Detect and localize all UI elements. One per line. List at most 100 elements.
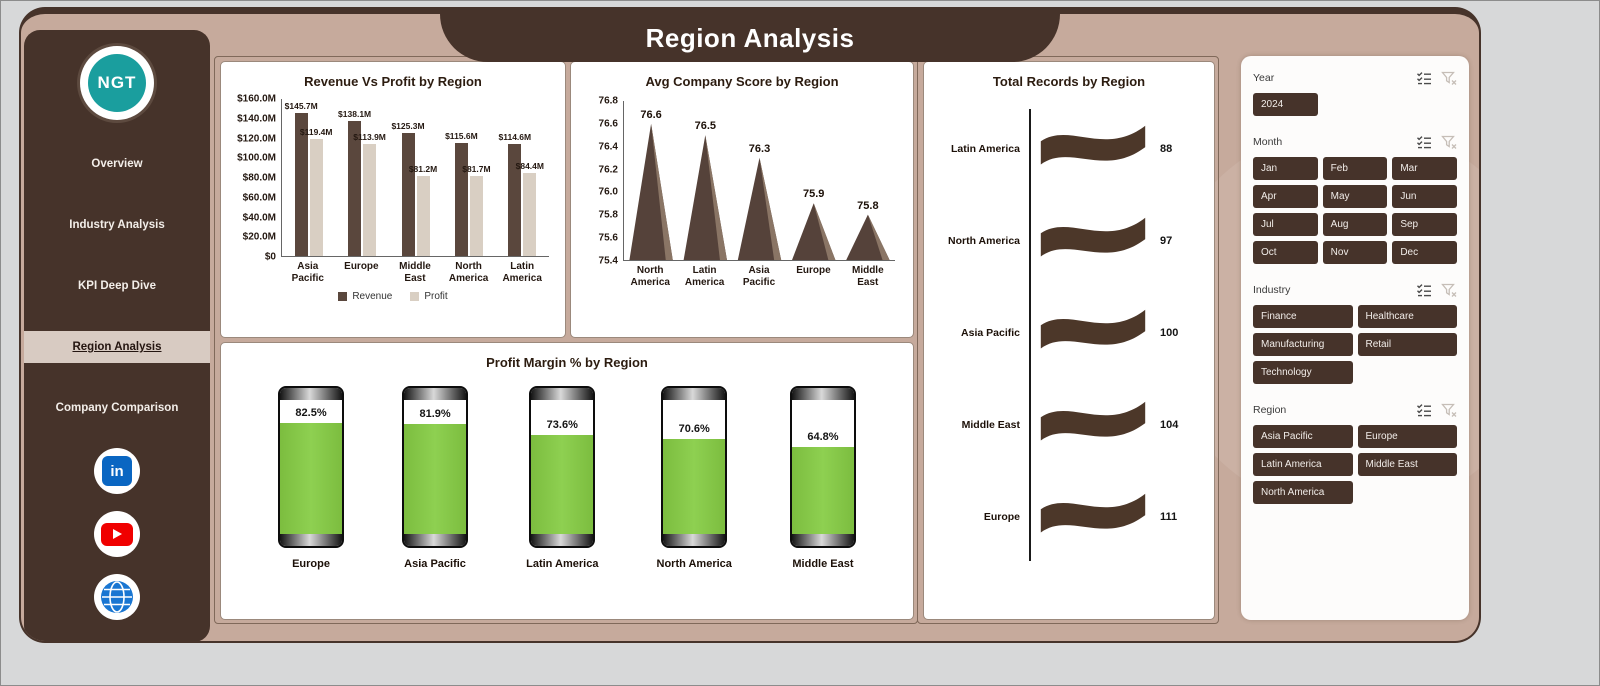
y-tick-label: 75.8: [598, 209, 618, 221]
clear-filter-icon[interactable]: [1441, 70, 1457, 86]
header-banner: Region Analysis: [440, 14, 1060, 62]
linkedin-icon: in: [102, 456, 132, 486]
battery-fill: [663, 439, 726, 534]
x-axis-label-middle-east: Middle East: [851, 265, 884, 288]
linkedin-link[interactable]: in: [94, 448, 140, 494]
battery-value-label: 82.5%: [295, 407, 327, 420]
slicer-option-retail[interactable]: Retail: [1357, 333, 1457, 356]
battery-chart: 82.5% Europe 81.9% Asia Pacific 73.6% Latin A…: [229, 386, 905, 570]
sidebar-item-region-analysis[interactable]: Region Analysis: [24, 331, 210, 363]
sidebar-item-company-comparison[interactable]: Company Comparison: [55, 402, 179, 414]
battery-category-label: Latin America: [526, 558, 599, 570]
slicer-option-dec[interactable]: Dec: [1392, 241, 1457, 264]
multi-select-icon[interactable]: [1416, 134, 1432, 150]
slicer-option-oct[interactable]: Oct: [1253, 241, 1318, 264]
slicer-options: Finance Healthcare Manufacturing Retail Tech…: [1253, 305, 1457, 384]
battery-cap-bottom: [404, 534, 467, 546]
page-title: Region Analysis: [645, 22, 855, 53]
sidebar-item-overview[interactable]: Overview: [91, 158, 143, 170]
bar-value-label: $113.9M: [353, 132, 386, 143]
bar-value-label: $115.6M: [445, 130, 478, 141]
wave-value-label: 104: [1160, 419, 1179, 431]
slicer-options: Jan Feb Mar Apr May Jun Jul Aug Sep Oct Nov Dec: [1253, 157, 1457, 264]
battery-fill: [531, 435, 594, 534]
bar-value-label: $119.4M: [299, 126, 333, 137]
clear-filter-icon[interactable]: [1441, 134, 1457, 150]
y-tick-label: 75.6: [598, 232, 618, 244]
wave-category-label: Latin America: [950, 143, 1020, 155]
multi-select-icon[interactable]: [1416, 282, 1432, 298]
battery-cap-top: [663, 388, 726, 400]
battery-gauge: 82.5%: [278, 386, 345, 548]
dashboard-surface: Region Analysis NGT Overview Industry Ana…: [19, 7, 1481, 643]
slicer-option-apr[interactable]: Apr: [1253, 185, 1318, 208]
slicer-option-technology[interactable]: Technology: [1253, 361, 1353, 384]
bar-revenue-latin-america: [508, 143, 522, 256]
battery-gauge: 81.9%: [402, 386, 469, 548]
clear-filter-icon[interactable]: [1441, 282, 1457, 298]
wave-category-label: North America: [948, 235, 1020, 247]
bar-value-label: $84.4M: [515, 161, 544, 172]
battery-category-label: North America: [656, 558, 732, 570]
slicer-option-jun[interactable]: Jun: [1392, 185, 1457, 208]
bar-revenue-middle-east: [401, 133, 415, 256]
slicer-option-middle-east[interactable]: Middle East: [1357, 453, 1457, 476]
bar-value-label: $125.3M: [391, 121, 425, 132]
slicer-option-manufacturing[interactable]: Manufacturing: [1253, 333, 1353, 356]
triangle-shape: [629, 123, 673, 260]
triangle-shape: [683, 135, 727, 260]
triangle-chart-y-axis: 76.8 76.6 76.4 76.2 76.0 75.8 75.6 75.4: [581, 96, 623, 267]
slicer-option-jan[interactable]: Jan: [1253, 157, 1318, 180]
triangle-value-label: 76.3: [748, 142, 771, 155]
slicer-option-europe[interactable]: Europe: [1357, 425, 1457, 448]
slicer-option-healthcare[interactable]: Healthcare: [1357, 305, 1457, 328]
sidebar-item-industry-analysis[interactable]: Industry Analysis: [69, 219, 165, 231]
slicer-title-region: Region: [1253, 404, 1287, 416]
slicer-option-mar[interactable]: Mar: [1392, 157, 1457, 180]
slicer-month: Month Jan Feb Mar Apr May Jun Jul Aug Sep Oct Nov De…: [1253, 134, 1457, 264]
slicer-icons: [1416, 402, 1457, 418]
wave-row-latin-america: Latin America 88: [932, 103, 1206, 195]
bar-value-label: $81.7M: [462, 163, 491, 174]
slicer-option-nov[interactable]: Nov: [1322, 241, 1388, 264]
social-links: in: [24, 448, 210, 620]
youtube-link[interactable]: [94, 511, 140, 557]
slicer-option-2024[interactable]: 2024: [1253, 93, 1318, 116]
x-axis-label-asia-pacific: Asia Pacific: [291, 261, 324, 284]
revenue-profit-chart-card: Revenue Vs Profit by Region $160.0M $140.…: [220, 61, 566, 338]
bar-value-label: $81.2M: [408, 164, 438, 175]
charts-group-right: Total Records by Region Latin America 88 N…: [917, 56, 1219, 624]
multi-select-icon[interactable]: [1416, 70, 1432, 86]
multi-select-icon[interactable]: [1416, 402, 1432, 418]
bar-revenue-europe: [348, 120, 362, 256]
slicer-option-sep[interactable]: Sep: [1392, 213, 1457, 236]
y-tick-label: 76.8: [598, 95, 618, 107]
sidebar-item-kpi-deep-dive[interactable]: KPI Deep Dive: [78, 280, 156, 292]
slicer-option-aug[interactable]: Aug: [1322, 213, 1388, 236]
slicer-title-year: Year: [1253, 72, 1275, 84]
website-link[interactable]: [94, 574, 140, 620]
wave-glyph: [1040, 309, 1146, 349]
triangle-value-label: 75.9: [802, 188, 825, 201]
slicer-option-latin-america[interactable]: Latin America: [1253, 453, 1353, 476]
slicer-icons: [1416, 282, 1457, 298]
ngt-logo: NGT: [80, 46, 154, 120]
slicer-option-north-america[interactable]: North America: [1253, 481, 1353, 504]
bar-profit-latin-america: [523, 173, 537, 256]
wave-shape: [1034, 488, 1152, 546]
y-tick-label: $80.0M: [242, 172, 276, 184]
battery-item-europe: 82.5% Europe: [278, 386, 345, 570]
triangle-chart-x-axis: North America Latin America Asia Pacific Eu…: [623, 265, 895, 288]
x-axis-label-europe: Europe: [344, 261, 379, 272]
bar-profit-asia-pacific: [309, 138, 323, 256]
slicer-option-jul[interactable]: Jul: [1253, 213, 1318, 236]
wave-row-north-america: North America 97: [932, 195, 1206, 287]
slicer-option-asia-pacific[interactable]: Asia Pacific: [1253, 425, 1353, 448]
clear-filter-icon[interactable]: [1441, 402, 1457, 418]
slicer-option-may[interactable]: May: [1322, 185, 1388, 208]
slicer-option-feb[interactable]: Feb: [1322, 157, 1388, 180]
slicer-option-finance[interactable]: Finance: [1253, 305, 1353, 328]
slicer-title-industry: Industry: [1253, 284, 1291, 296]
wave-shape: [1034, 396, 1152, 454]
profit-margin-chart-card: Profit Margin % by Region 82.5% Europe 81.…: [220, 342, 914, 620]
